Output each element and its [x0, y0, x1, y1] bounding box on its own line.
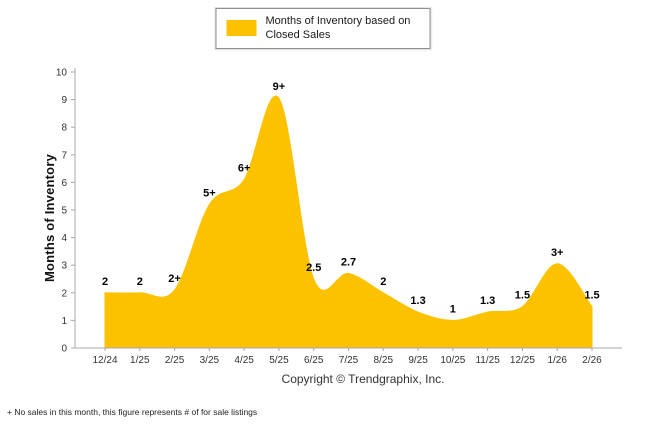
y-axis-title: Months of Inventory: [42, 153, 57, 282]
x-axis-label: 12/25: [510, 355, 535, 366]
y-axis-tick-label: 5: [61, 206, 67, 217]
data-label: 1.5: [584, 290, 599, 302]
x-axis-label: 2/25: [165, 355, 185, 366]
data-label: 2+: [168, 273, 181, 285]
x-axis-label: 1/26: [547, 355, 567, 366]
footnote-text: + No sales in this month, this figure re…: [7, 407, 258, 417]
y-axis-tick-label: 4: [61, 233, 67, 244]
data-label: 9+: [273, 81, 286, 93]
y-axis-tick-label: 0: [61, 344, 67, 355]
x-axis-label: 5/25: [269, 355, 289, 366]
data-label: 1.3: [480, 295, 495, 307]
y-axis-tick-label: 7: [61, 150, 67, 161]
data-label: 2: [137, 276, 143, 288]
y-axis-tick-label: 6: [61, 178, 67, 189]
data-label: 1: [450, 303, 456, 315]
y-axis-tick-label: 1: [61, 316, 67, 327]
x-axis-label: 11/25: [475, 355, 500, 366]
x-axis-label: 8/25: [374, 355, 394, 366]
data-label: 5+: [203, 187, 216, 199]
x-axis-label: 3/25: [200, 355, 220, 366]
x-axis-label: 12/24: [92, 355, 117, 366]
x-axis-label: 2/26: [582, 355, 602, 366]
data-label: 1.5: [515, 290, 530, 302]
x-axis-label: 1/25: [130, 355, 150, 366]
x-axis-label: 4/25: [234, 355, 254, 366]
data-label: 1.3: [410, 295, 425, 307]
y-axis-tick-label: 2: [61, 288, 67, 299]
data-label: 6+: [238, 163, 251, 175]
area-series: [104, 95, 593, 349]
x-axis-label: 7/25: [339, 355, 359, 366]
legend-swatch: [226, 20, 257, 37]
x-axis-label: 6/25: [304, 355, 324, 366]
y-axis-tick-label: 3: [61, 261, 67, 272]
y-axis-tick-label: 9: [61, 95, 67, 106]
x-axis-label: 10/25: [440, 355, 465, 366]
data-label: 2: [102, 276, 108, 288]
data-label: 2.7: [341, 256, 356, 268]
legend-label: Months of Inventory based on Closed Sale…: [265, 15, 411, 42]
data-label: 3+: [551, 247, 564, 259]
chart-legend: Months of Inventory based on Closed Sale…: [215, 8, 431, 49]
y-axis-tick-label: 10: [56, 68, 68, 79]
copyright-text: Copyright © Trendgraphix, Inc.: [281, 372, 445, 386]
x-axis-label: 9/25: [408, 355, 428, 366]
data-label: 2: [380, 276, 386, 288]
data-label: 2.5: [306, 262, 321, 274]
y-axis-tick-label: 8: [61, 123, 67, 134]
